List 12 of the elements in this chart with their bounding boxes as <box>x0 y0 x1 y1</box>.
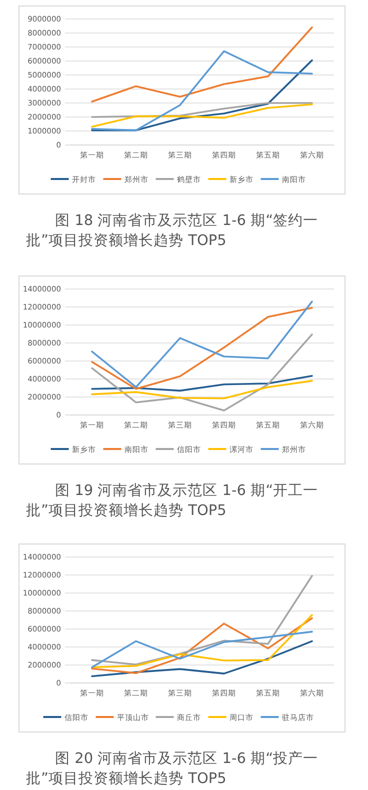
line-series <box>91 102 313 118</box>
line-series <box>91 26 313 102</box>
line-series <box>91 575 313 666</box>
text: 图 20 河南省市及示范区 1-6 期“投产一批”项目投资额增长趋势 TOP5 <box>26 750 320 789</box>
line-series <box>91 380 313 400</box>
text: 图 19 河南省市及示范区 1-6 期“开工一批”项目投资额增长趋势 TOP5 <box>26 482 320 521</box>
line-series <box>91 374 313 392</box>
line-series <box>91 630 313 668</box>
line-series <box>91 334 313 412</box>
text: 图 18 河南省市及示范区 1-6 期“签约一批”项目投资额增长趋势 TOP5 <box>26 212 320 251</box>
line-series <box>91 640 313 678</box>
line-series <box>91 104 313 128</box>
